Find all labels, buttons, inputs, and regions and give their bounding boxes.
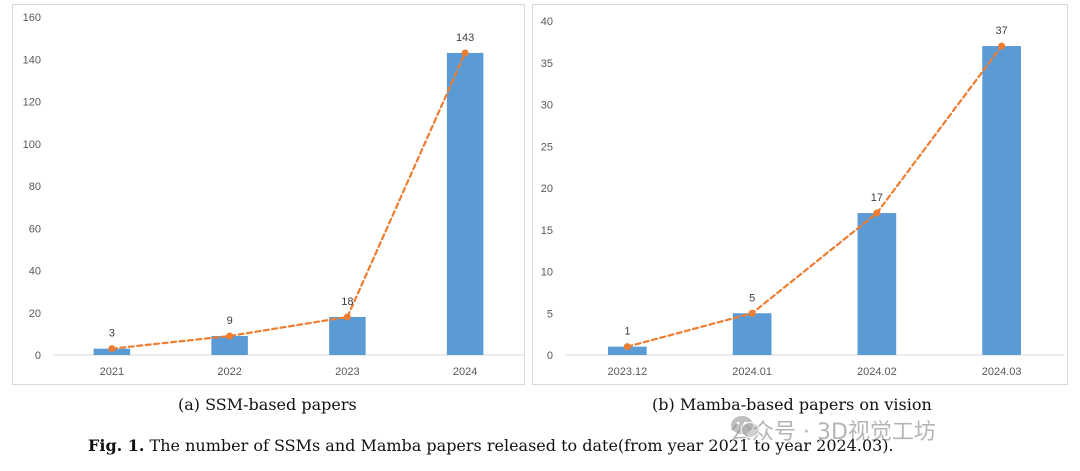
chart-a-ytick: 60: [29, 223, 41, 235]
chart-b-point: [748, 309, 756, 317]
chart-a-trend-line: [110, 51, 467, 350]
chart-b-xtick: 2024.02: [857, 366, 897, 378]
chart-b-bar: [608, 346, 647, 355]
chart-a-xtick: 2021: [100, 366, 124, 378]
chart-b-ytick: 10: [541, 267, 553, 279]
chart-b-point: [873, 209, 881, 217]
chart-a-xtick: 2022: [217, 366, 241, 378]
chart-b-ytick: 0: [547, 350, 553, 362]
figure-caption-text: The number of SSMs and Mamba papers rele…: [144, 436, 894, 455]
chart-a-ytick: 140: [23, 54, 41, 66]
chart-a-ytick: 40: [29, 266, 41, 278]
chart-a-point: [343, 313, 351, 321]
chart-b-xtick: 2023.12: [607, 366, 647, 378]
chart-b-trend-line: [626, 44, 1003, 348]
chart-b-point: [623, 343, 631, 351]
chart-a-point: [226, 332, 234, 340]
chart-a-data-label: 18: [341, 296, 353, 308]
chart-b-bar: [732, 313, 772, 355]
chart-a-ytick: 160: [23, 12, 41, 24]
chart-a-point: [108, 345, 116, 353]
chart-a-ytick: 20: [29, 308, 41, 320]
chart-a-ytick: 80: [29, 181, 41, 193]
subcaption-a: (a) SSM-based papers: [178, 395, 357, 414]
chart-b-ytick: 5: [547, 308, 553, 320]
chart-b-bar: [982, 46, 1021, 356]
wechat-icon: [731, 416, 760, 438]
chart-b-ytick: 35: [541, 58, 553, 70]
chart-b-ytick: 25: [541, 141, 553, 153]
chart-a-ytick: 100: [23, 139, 41, 151]
chart-a-bar: [211, 335, 248, 355]
chart-b-frame: 0 5 10 15 20 25 30 35 40 2023.12 2024.01 2024.02 202…: [532, 4, 1068, 385]
watermark-text: 公众号 · 3D视觉工坊: [730, 420, 936, 445]
chart-b-ytick: 20: [541, 183, 553, 195]
chart-b-xtick: 2024.03: [982, 366, 1022, 378]
chart-a-data-label: 143: [456, 32, 474, 44]
chart-b-xtick: 2024.01: [732, 366, 772, 378]
chart-b-bar: [857, 213, 897, 355]
chart-a-frame: 0 20 40 60 80 100 120 140 160 2021 2022 2023 2024 3 9 1…: [12, 4, 525, 385]
chart-a-xtick: 2023: [335, 366, 359, 378]
chart-b-ytick: 15: [541, 225, 553, 237]
watermark: 公众号 · 3D视觉工坊: [730, 414, 936, 446]
figure-label: Fig. 1.: [88, 436, 145, 455]
chart-b-point: [998, 42, 1006, 50]
chart-b-ytick: 30: [541, 100, 553, 112]
chart-a: 0 20 40 60 80 100 120 140 160 2021 2022 2023 2024 3 9 1…: [23, 12, 524, 378]
chart-a-point: [461, 49, 469, 57]
chart-a-data-label: 3: [109, 328, 115, 340]
chart-a-bar: [446, 52, 484, 355]
subcaption-b: (b) Mamba-based papers on vision: [652, 395, 932, 414]
chart-b-data-label: 5: [749, 292, 755, 304]
chart-a-ytick: 0: [35, 350, 41, 362]
chart-a-ytick: 120: [23, 97, 41, 109]
chart-b-data-label: 37: [996, 25, 1008, 37]
chart-b-data-label: 17: [871, 192, 883, 204]
figure-caption: Fig. 1. The number of SSMs and Mamba pap…: [88, 436, 894, 455]
chart-b-data-label: 1: [624, 326, 630, 338]
chart-a-data-label: 9: [227, 315, 233, 327]
chart-a-bar: [329, 316, 366, 355]
chart-a-xtick: 2024: [453, 366, 477, 378]
chart-b-ytick: 40: [541, 16, 553, 28]
